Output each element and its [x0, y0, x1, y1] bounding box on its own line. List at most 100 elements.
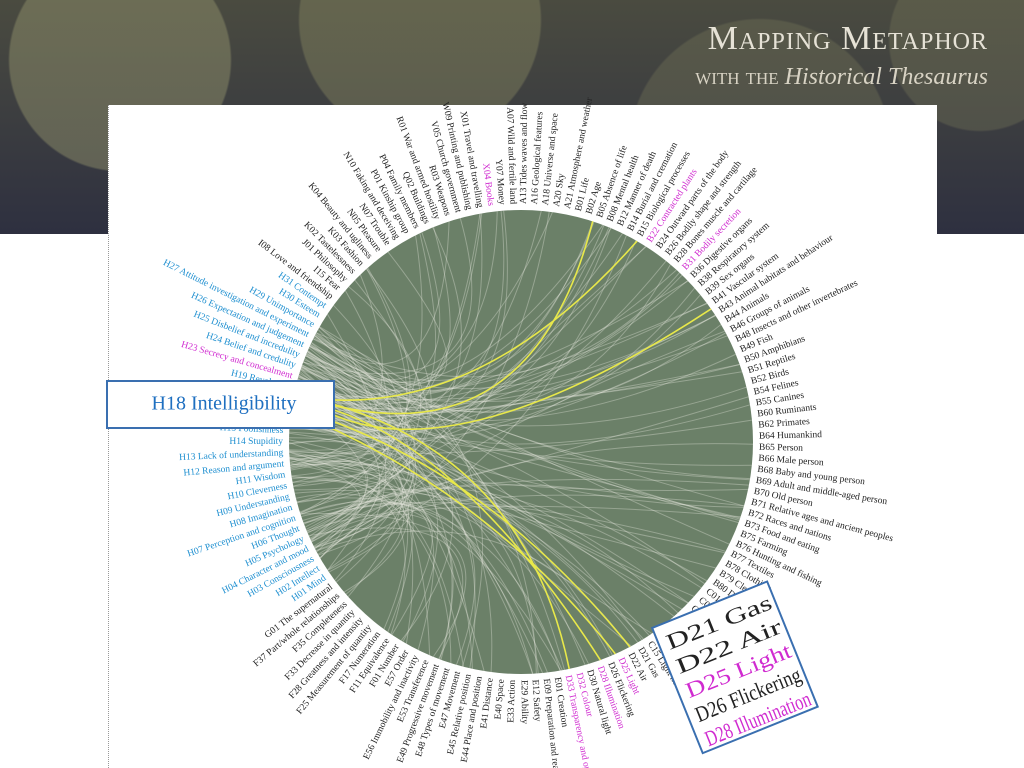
category-label[interactable]: H14 Stupidity [229, 437, 283, 447]
category-label[interactable]: Y07 Money [493, 159, 507, 206]
connection [314, 335, 730, 545]
category-label[interactable]: A16 Geological features [529, 111, 545, 205]
connection [306, 352, 695, 597]
connection [289, 227, 610, 438]
connection [314, 503, 548, 673]
connection [307, 351, 387, 581]
connection [293, 393, 410, 593]
connection [290, 315, 716, 467]
connection [305, 354, 745, 507]
connection [300, 512, 467, 658]
connection [291, 476, 406, 635]
connection [313, 272, 680, 378]
connection [289, 454, 639, 643]
connection [307, 286, 422, 534]
category-label[interactable]: B62 Primates [758, 417, 810, 431]
connection [309, 345, 740, 521]
connection [311, 443, 754, 543]
connection [293, 304, 404, 487]
connection [289, 225, 605, 451]
connection [305, 227, 462, 530]
connection [294, 211, 498, 398]
connection [303, 361, 454, 641]
category-label[interactable]: H13 Lack of understanding [179, 447, 284, 463]
connection [293, 240, 638, 402]
category-label[interactable]: E40 Space [494, 679, 507, 720]
connection [318, 235, 627, 556]
connection [313, 211, 550, 548]
connection [301, 227, 612, 412]
connection [292, 401, 563, 671]
category-label[interactable]: B64 Humankind [759, 430, 823, 441]
connection [296, 381, 683, 610]
category-label[interactable]: B65 Person [759, 443, 804, 454]
connection [289, 313, 375, 462]
connection [307, 264, 671, 410]
connection [293, 302, 708, 405]
connection [296, 260, 667, 503]
connection [315, 221, 595, 381]
connection [291, 406, 675, 617]
category-label[interactable]: E12 Safety [530, 679, 543, 722]
connection [314, 290, 391, 549]
connection [314, 335, 739, 524]
connection [291, 475, 397, 571]
magnified-label[interactable]: H18 Intelligibility [152, 393, 297, 415]
connection [294, 490, 414, 573]
connection [299, 335, 400, 422]
connection [293, 221, 594, 415]
connection [299, 280, 688, 415]
connection [290, 274, 383, 466]
connection [319, 326, 565, 671]
connection [303, 503, 433, 636]
connection [306, 353, 493, 673]
category-label[interactable]: E29 Ability [519, 680, 530, 724]
connection [301, 366, 537, 674]
connection [319, 498, 679, 614]
connection [289, 458, 476, 666]
connection [289, 371, 743, 423]
connection [314, 334, 751, 480]
connection [293, 395, 415, 571]
connection [295, 314, 716, 401]
connection [310, 221, 594, 391]
connection [310, 224, 604, 383]
connection [308, 233, 623, 393]
connection [298, 363, 740, 403]
connection [304, 499, 435, 651]
connection [290, 409, 616, 655]
connection [290, 463, 473, 669]
connection [289, 420, 409, 630]
category-label[interactable]: B66 Male person [758, 454, 824, 469]
connection [288, 440, 689, 604]
category-label[interactable]: A13 Tides waves and flow [518, 102, 530, 204]
connection [301, 366, 534, 674]
connection [305, 355, 643, 641]
connection [289, 454, 431, 656]
category-label[interactable]: A07 Wild and fertile land [504, 107, 518, 205]
connection [301, 364, 418, 548]
connection [293, 393, 571, 670]
connection [289, 432, 412, 524]
connection [316, 332, 483, 667]
connection [311, 226, 451, 386]
connection [312, 338, 417, 583]
connection [310, 513, 454, 660]
connection [308, 527, 464, 660]
wheel-disc [289, 210, 753, 674]
connection [306, 501, 590, 665]
connection [293, 393, 740, 520]
site-title[interactable]: Mapping Metaphor [707, 20, 988, 57]
connection [299, 213, 483, 514]
connection [292, 268, 432, 483]
connection [291, 407, 631, 648]
category-label[interactable]: E33 Action [506, 679, 518, 723]
connection [295, 385, 439, 642]
site-subtitle: with the Historical Thesaurus [695, 64, 988, 91]
connection [315, 326, 411, 551]
connection [296, 353, 736, 422]
subtitle-prefix: with the [695, 64, 779, 90]
connection [310, 487, 702, 589]
connection [303, 484, 741, 525]
